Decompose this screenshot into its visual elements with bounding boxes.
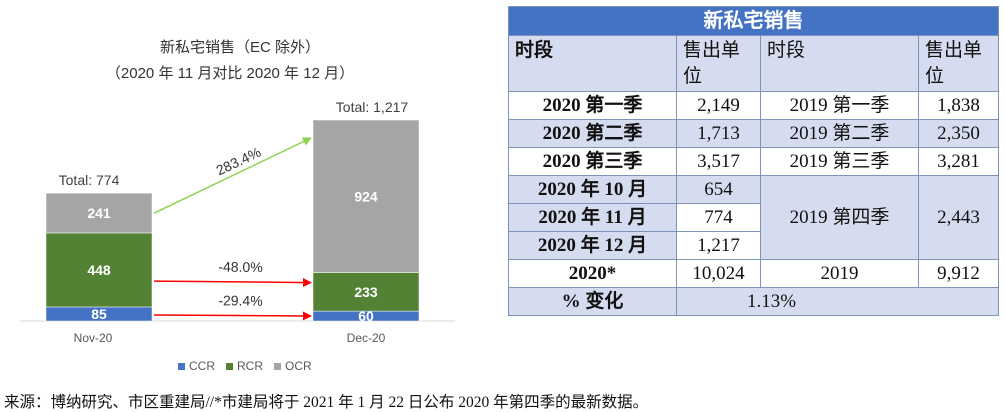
stacked-bar-chart: 新私宅销售（EC 除外） （2020 年 11 月对比 2020 年 12 月） 8… <box>20 39 455 373</box>
change-label: -29.4% <box>218 292 262 308</box>
row-units-2019: 1,838 <box>918 91 999 120</box>
total-label: Total: 1,217 <box>336 99 409 115</box>
change-arrow <box>153 137 312 214</box>
row-units-year: 10,024 <box>676 259 761 288</box>
row-units: 654 <box>676 175 761 204</box>
row-period-2019: 2019 第三季 <box>760 147 919 176</box>
legend-swatch-rcr <box>226 363 233 370</box>
data-label: 85 <box>91 306 107 322</box>
total-label: Total: 774 <box>59 172 120 188</box>
row-period-2019-q4: 2019 第四季 <box>760 175 919 260</box>
new-private-home-sales-table: 新私宅销售 时段 售出单位 时段 售出单位 2020 第一季 2,149 201… <box>508 6 999 316</box>
data-label: 924 <box>354 188 378 204</box>
x-tick-label: Nov-20 <box>74 331 113 345</box>
legend-label: OCR <box>285 359 312 373</box>
bar-segment-rcr <box>312 272 420 312</box>
legend-swatch-ccr <box>178 363 185 370</box>
row-period-2019: 2019 第二季 <box>760 119 919 148</box>
change-arrow <box>153 278 312 288</box>
row-units: 1,217 <box>676 231 761 260</box>
row-period-2019: 2019 第一季 <box>760 91 919 120</box>
source-footnote: 来源：博纳研究、市区重建局//*市建局将于 2021 年 1 月 22 日公布 … <box>4 394 649 411</box>
data-label: 233 <box>354 284 378 300</box>
bar-segment-ocr <box>45 192 153 234</box>
row-period: 2020 年 10 月 <box>508 175 677 204</box>
row-period-year: 2020* <box>508 259 677 288</box>
row-period: 2020 第三季 <box>508 147 677 176</box>
legend-label: CCR <box>189 359 215 373</box>
legend-label: RCR <box>237 359 263 373</box>
bar-segment-rcr <box>45 232 153 308</box>
header-units: 售出单位 <box>676 35 761 92</box>
row-period-2019-year: 2019 <box>760 259 919 288</box>
row-units-2019: 2,350 <box>918 119 999 148</box>
row-period: 2020 年 12 月 <box>508 231 677 260</box>
data-label: 241 <box>87 205 111 221</box>
data-label: 60 <box>358 308 374 324</box>
row-period: 2020 第二季 <box>508 119 677 148</box>
bar-segment-ocr <box>312 119 420 273</box>
header-period-2019: 时段 <box>760 35 919 92</box>
data-label: 448 <box>87 262 111 278</box>
row-period: 2020 第一季 <box>508 91 677 120</box>
header-period: 时段 <box>508 35 677 92</box>
x-tick-label: Dec-20 <box>347 331 386 345</box>
row-units: 774 <box>676 203 761 232</box>
row-units: 3,517 <box>676 147 761 176</box>
change-value: 1.13% <box>676 287 999 316</box>
row-units: 2,149 <box>676 91 761 120</box>
row-units-2019: 3,281 <box>918 147 999 176</box>
change-arrow <box>153 311 312 321</box>
change-label: % 变化 <box>508 287 677 316</box>
table-title: 新私宅销售 <box>508 6 999 36</box>
row-units-2019-q4: 2,443 <box>918 175 999 260</box>
row-period: 2020 年 11 月 <box>508 203 677 232</box>
change-label: -48.0% <box>218 259 262 275</box>
legend-swatch-ocr <box>274 363 281 370</box>
chart-title: 新私宅销售（EC 除外） <box>160 39 320 56</box>
row-units-2019-year: 9,912 <box>918 259 999 288</box>
chart-subtitle: （2020 年 11 月对比 2020 年 12 月） <box>106 65 354 82</box>
header-units-2019: 售出单位 <box>918 35 999 92</box>
row-units: 1,713 <box>676 119 761 148</box>
